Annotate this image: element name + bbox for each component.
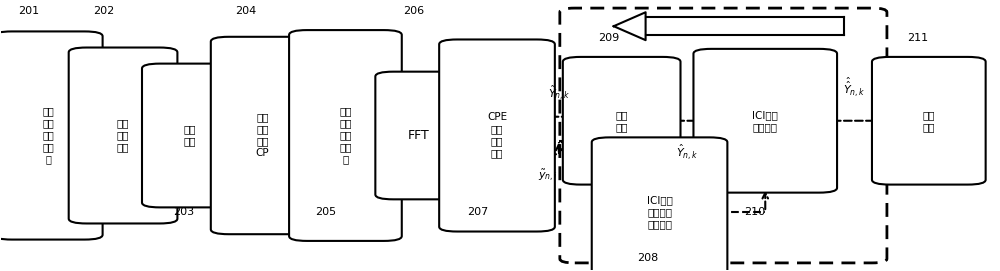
FancyBboxPatch shape	[69, 47, 177, 224]
Text: 206: 206	[403, 6, 424, 16]
Text: ICI相位
噪声时域
平均近似: ICI相位 噪声时域 平均近似	[647, 195, 672, 229]
Bar	[646, 18, 844, 35]
Text: 208: 208	[638, 253, 659, 263]
Text: $\tilde{Y}_{n,k}$: $\tilde{Y}_{n,k}$	[548, 85, 570, 103]
Text: 202: 202	[93, 6, 114, 16]
Text: 串并
转换: 串并 转换	[184, 124, 196, 147]
Text: 210: 210	[744, 207, 765, 217]
Text: FFT: FFT	[407, 129, 429, 142]
Text: 光纤
色散
补偿: 光纤 色散 补偿	[117, 118, 129, 153]
FancyBboxPatch shape	[592, 137, 727, 271]
FancyBboxPatch shape	[872, 57, 986, 185]
Text: 205: 205	[316, 207, 337, 217]
Text: CPE
相位
噪声
补偿: CPE 相位 噪声 补偿	[487, 112, 507, 159]
Text: 最终
判决: 最终 判决	[923, 110, 935, 132]
Text: 移除
循环
前级
CP: 移除 循环 前级 CP	[256, 112, 269, 159]
FancyBboxPatch shape	[142, 64, 238, 207]
Text: 211: 211	[907, 33, 928, 43]
Text: $\hat{\hat{Y}}_{n,k}$: $\hat{\hat{Y}}_{n,k}$	[843, 75, 866, 99]
FancyBboxPatch shape	[0, 31, 103, 240]
Text: 初始
判决: 初始 判决	[615, 110, 628, 132]
FancyBboxPatch shape	[693, 49, 837, 193]
Text: $\tilde{y}_{n,i}$: $\tilde{y}_{n,i}$	[538, 168, 558, 184]
Text: 207: 207	[467, 207, 488, 217]
Text: 频率
偏移
估计
和补
偿: 频率 偏移 估计 和补 偿	[339, 107, 352, 164]
Text: 201: 201	[18, 6, 39, 16]
FancyBboxPatch shape	[289, 30, 402, 241]
FancyBboxPatch shape	[211, 37, 315, 234]
FancyBboxPatch shape	[439, 40, 555, 231]
Text: 203: 203	[173, 207, 194, 217]
Text: 209: 209	[598, 33, 619, 43]
Text: 相干
接收
及模
数转
换: 相干 接收 及模 数转 换	[42, 107, 54, 164]
Text: 204: 204	[235, 6, 256, 16]
Text: $\hat{Y}_{n,k}$: $\hat{Y}_{n,k}$	[676, 142, 698, 162]
FancyBboxPatch shape	[375, 72, 461, 199]
Polygon shape	[614, 12, 646, 40]
Text: ICI相位
噪声补偿: ICI相位 噪声补偿	[752, 110, 778, 132]
FancyBboxPatch shape	[563, 57, 680, 185]
